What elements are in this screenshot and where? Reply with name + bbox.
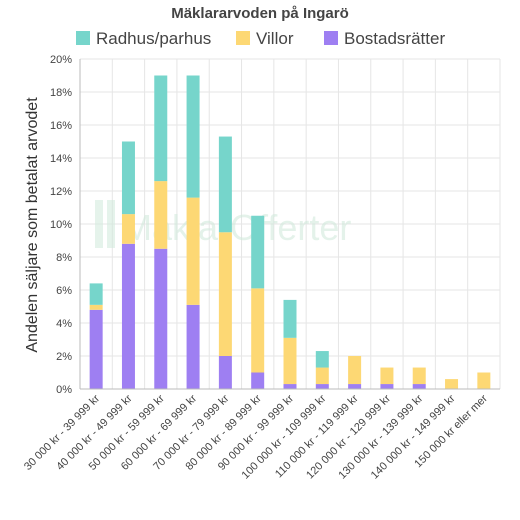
bar-segment-bostadsr-tter — [121, 243, 135, 389]
bars — [89, 75, 491, 389]
bar-segment-villor — [380, 367, 394, 385]
y-axis-label: Andelen säljare som betalat arvodet — [24, 97, 41, 353]
bar-segment-bostadsr-tter — [251, 372, 265, 389]
bar-segment-bostadsr-tter — [218, 356, 232, 389]
y-tick-labels: 0% 2% 4% 6% 8% 10% 12% 14% 16% 18% 20% — [50, 54, 72, 396]
bar-segment-villor — [283, 337, 297, 385]
y-tick-label: 14% — [50, 153, 72, 165]
bar-segment-villor — [445, 379, 459, 389]
bar-segment-bostadsr-tter — [283, 384, 297, 389]
bar-segment-villor — [121, 214, 135, 244]
bar-segment-radhus-parhus — [186, 75, 200, 198]
chart-title: Mäklararvoden på Ingarö — [171, 5, 349, 22]
bar-segment-radhus-parhus — [89, 283, 103, 305]
bar-segment-bostadsr-tter — [89, 309, 103, 389]
bar-segment-radhus-parhus — [154, 75, 168, 182]
y-tick-label: 16% — [50, 120, 72, 132]
y-tick-label: 10% — [50, 219, 72, 231]
bar-segment-villor — [251, 288, 265, 373]
y-tick-label: 20% — [50, 54, 72, 66]
y-tick-label: 18% — [50, 87, 72, 99]
bar-segment-villor — [477, 372, 491, 389]
bar-segment-villor — [315, 367, 329, 385]
y-tick-label: 0% — [56, 384, 72, 396]
bar-segment-bostadsr-tter — [412, 384, 426, 389]
bar-segment-radhus-parhus — [251, 215, 265, 289]
legend-label: Radhus/parhus — [96, 29, 211, 48]
legend-label: Bostadsrätter — [344, 29, 445, 48]
bar-segment-bostadsr-tter — [348, 384, 362, 389]
watermark-logo-icon-2 — [107, 200, 115, 248]
bar-segment-villor — [89, 304, 103, 310]
y-tick-label: 4% — [56, 318, 72, 330]
bar-segment-villor — [154, 181, 168, 249]
y-tick-label: 12% — [50, 186, 72, 198]
bar-segment-radhus-parhus — [218, 136, 232, 233]
bar-segment-radhus-parhus — [121, 141, 135, 215]
y-tick-label: 6% — [56, 285, 72, 297]
legend-item-radhus-parhus[interactable]: Radhus/parhus — [76, 29, 211, 48]
bar-segment-bostadsr-tter — [380, 384, 394, 389]
y-tick-label: 2% — [56, 351, 72, 363]
bar-segment-villor — [412, 367, 426, 385]
legend-swatch — [236, 31, 250, 45]
legend-item-villor[interactable]: Villor — [236, 29, 294, 48]
bar-segment-bostadsr-tter — [154, 248, 168, 389]
legend-item-bostadsr-tter[interactable]: Bostadsrätter — [324, 29, 445, 48]
y-tick-label: 8% — [56, 252, 72, 264]
bar-segment-radhus-parhus — [315, 351, 329, 368]
watermark-logo-icon — [95, 200, 103, 248]
bar-segment-villor — [218, 232, 232, 356]
bar-segment-villor — [186, 197, 200, 305]
bar-segment-villor — [348, 356, 362, 385]
bar-segment-radhus-parhus — [283, 299, 297, 338]
bar-segment-bostadsr-tter — [186, 304, 200, 389]
legend-label: Villor — [256, 29, 294, 48]
legend-swatch — [76, 31, 90, 45]
legend-swatch — [324, 31, 338, 45]
bar-segment-bostadsr-tter — [315, 384, 329, 389]
legend: Radhus/parhus Villor Bostadsrätter — [76, 29, 445, 48]
axes — [79, 59, 500, 390]
